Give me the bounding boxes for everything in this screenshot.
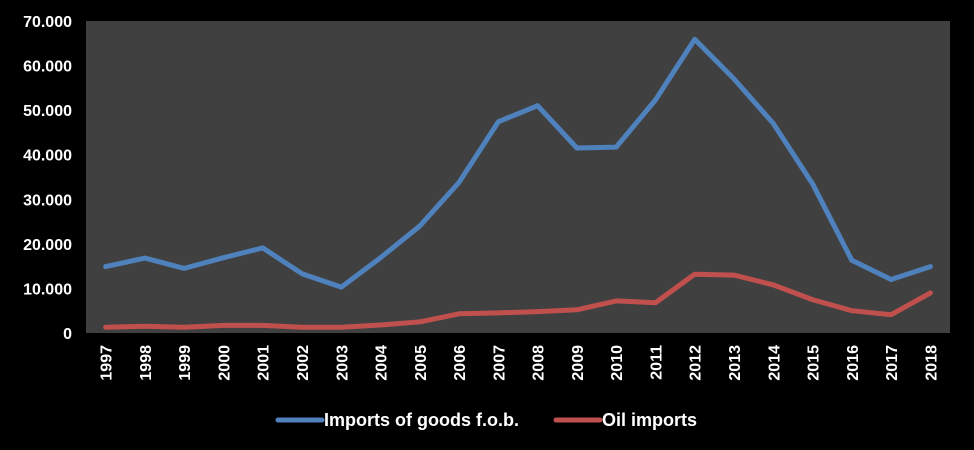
- x-tick-label: 2012: [688, 345, 705, 381]
- x-tick-label: 1997: [99, 345, 116, 381]
- x-tick-label: 1998: [138, 345, 155, 381]
- x-tick-label: 2007: [491, 345, 508, 381]
- y-axis: 0 10.000 20.000 30.000 40.000 50.000 60.000 70.…: [23, 14, 72, 343]
- y-tick-label: 10.000: [23, 281, 72, 298]
- x-tick-label: 2018: [923, 345, 940, 381]
- y-tick-label: 50.000: [23, 103, 72, 120]
- x-tick-label: 2000: [216, 345, 233, 381]
- x-tick-label: 2011: [648, 345, 665, 380]
- x-tick-label: 2009: [570, 345, 587, 381]
- y-tick-label: 40.000: [23, 148, 72, 165]
- y-tick-label: 0: [63, 326, 72, 343]
- x-tick-label: 2003: [334, 345, 351, 381]
- x-tick-label: 2015: [806, 345, 823, 381]
- y-tick-label: 20.000: [23, 237, 72, 254]
- x-tick-label: 2010: [609, 345, 626, 381]
- x-tick-label: 2001: [256, 345, 273, 381]
- y-tick-label: 60.000: [23, 59, 72, 76]
- legend-label-2: Oil imports: [602, 410, 697, 430]
- x-tick-label: 2016: [845, 345, 862, 381]
- plot-area: [86, 21, 950, 333]
- series-line-2: [103, 271, 933, 330]
- x-axis: 1997 1998 1999 2000 2001 2002 2003 2004 2005 2006…: [99, 345, 941, 381]
- x-tick-label: 2008: [531, 345, 548, 381]
- x-tick-label: 2002: [295, 345, 312, 381]
- x-tick-label: 2006: [452, 345, 469, 381]
- series-line-1: [103, 36, 933, 290]
- y-tick-label: 70.000: [23, 14, 72, 31]
- series-layer: [103, 36, 933, 330]
- x-tick-label: 1999: [177, 345, 194, 381]
- y-tick-label: 30.000: [23, 192, 72, 209]
- x-tick-label: 2005: [413, 345, 430, 381]
- x-tick-label: 2004: [374, 345, 391, 381]
- x-tick-label: 2017: [884, 345, 901, 381]
- legend: Imports of goods f.o.b. Oil imports: [275, 410, 697, 430]
- legend-label-1: Imports of goods f.o.b.: [324, 410, 519, 430]
- x-tick-label: 2013: [727, 345, 744, 381]
- x-tick-label: 2014: [766, 345, 783, 381]
